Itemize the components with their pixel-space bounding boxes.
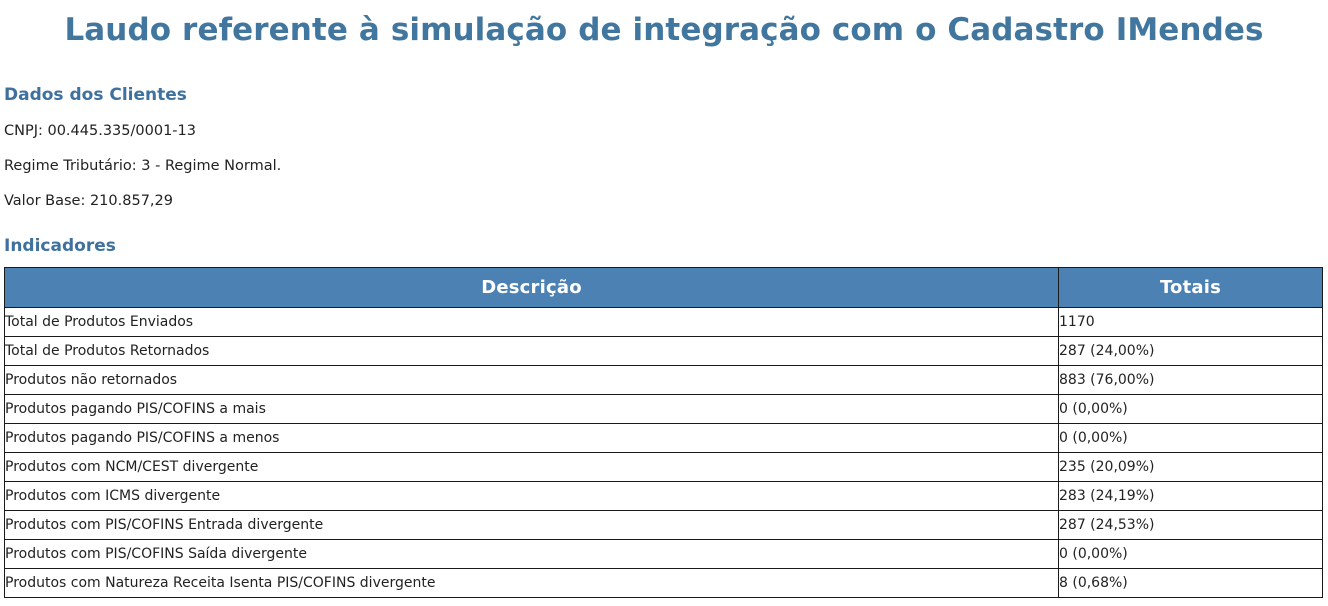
column-header-totais: Totais [1058, 267, 1323, 308]
column-header-descricao: Descrição [4, 267, 1059, 308]
cell-total: 0 (0,00%) [1058, 539, 1323, 569]
cell-total: 1170 [1058, 307, 1323, 337]
cell-descricao: Produtos não retornados [4, 365, 1059, 395]
cell-total: 235 (20,09%) [1058, 452, 1323, 482]
table-row: Produtos com Natureza Receita Isenta PIS… [4, 568, 1323, 598]
cell-descricao: Produtos com PIS/COFINS Saída divergente [4, 539, 1059, 569]
cell-total: 883 (76,00%) [1058, 365, 1323, 395]
table-header: Descrição Totais [4, 267, 1323, 308]
table-row: Total de Produtos Enviados 1170 [4, 307, 1323, 337]
table-row: Produtos com PIS/COFINS Saída divergente… [4, 539, 1323, 569]
cell-descricao: Total de Produtos Enviados [4, 307, 1059, 337]
cell-total: 8 (0,68%) [1058, 568, 1323, 598]
section-heading-indicadores: Indicadores [4, 236, 116, 256]
cell-descricao: Total de Produtos Retornados [4, 336, 1059, 366]
table-body: Total de Produtos Enviados 1170 Total de P… [4, 307, 1323, 598]
cell-total: 0 (0,00%) [1058, 423, 1323, 453]
indicators-table: Descrição Totais Total de Produtos Envia… [4, 267, 1323, 598]
table-row: Produtos pagando PIS/COFINS a mais 0 (0,0… [4, 394, 1323, 424]
cell-descricao: Produtos com NCM/CEST divergente [4, 452, 1059, 482]
client-cnpj-line: CNPJ: 00.445.335/0001-13 [4, 123, 196, 139]
table-row: Produtos com ICMS divergente 283 (24,19%) [4, 481, 1323, 511]
cell-total: 0 (0,00%) [1058, 394, 1323, 424]
cell-total: 287 (24,00%) [1058, 336, 1323, 366]
cell-total: 283 (24,19%) [1058, 481, 1323, 511]
page-title: Laudo referente à simulação de integraçã… [64, 12, 1264, 48]
table-row: Produtos não retornados 883 (76,00%) [4, 365, 1323, 395]
section-heading-dados-dos-clientes: Dados dos Clientes [4, 85, 187, 105]
cell-descricao: Produtos pagando PIS/COFINS a mais [4, 394, 1059, 424]
table-row: Produtos com NCM/CEST divergente 235 (20,… [4, 452, 1323, 482]
table-header-row: Descrição Totais [4, 267, 1323, 308]
cell-total: 287 (24,53%) [1058, 510, 1323, 540]
client-valor-base-line: Valor Base: 210.857,29 [4, 193, 173, 209]
cell-descricao: Produtos com PIS/COFINS Entrada divergen… [4, 510, 1059, 540]
table-row: Total de Produtos Retornados 287 (24,00%) [4, 336, 1323, 366]
cell-descricao: Produtos com Natureza Receita Isenta PIS… [4, 568, 1059, 598]
client-regime-tributario-line: Regime Tributário: 3 - Regime Normal. [4, 158, 282, 174]
table-row: Produtos pagando PIS/COFINS a menos 0 (0,… [4, 423, 1323, 453]
cell-descricao: Produtos com ICMS divergente [4, 481, 1059, 511]
table-row: Produtos com PIS/COFINS Entrada divergen… [4, 510, 1323, 540]
cell-descricao: Produtos pagando PIS/COFINS a menos [4, 423, 1059, 453]
